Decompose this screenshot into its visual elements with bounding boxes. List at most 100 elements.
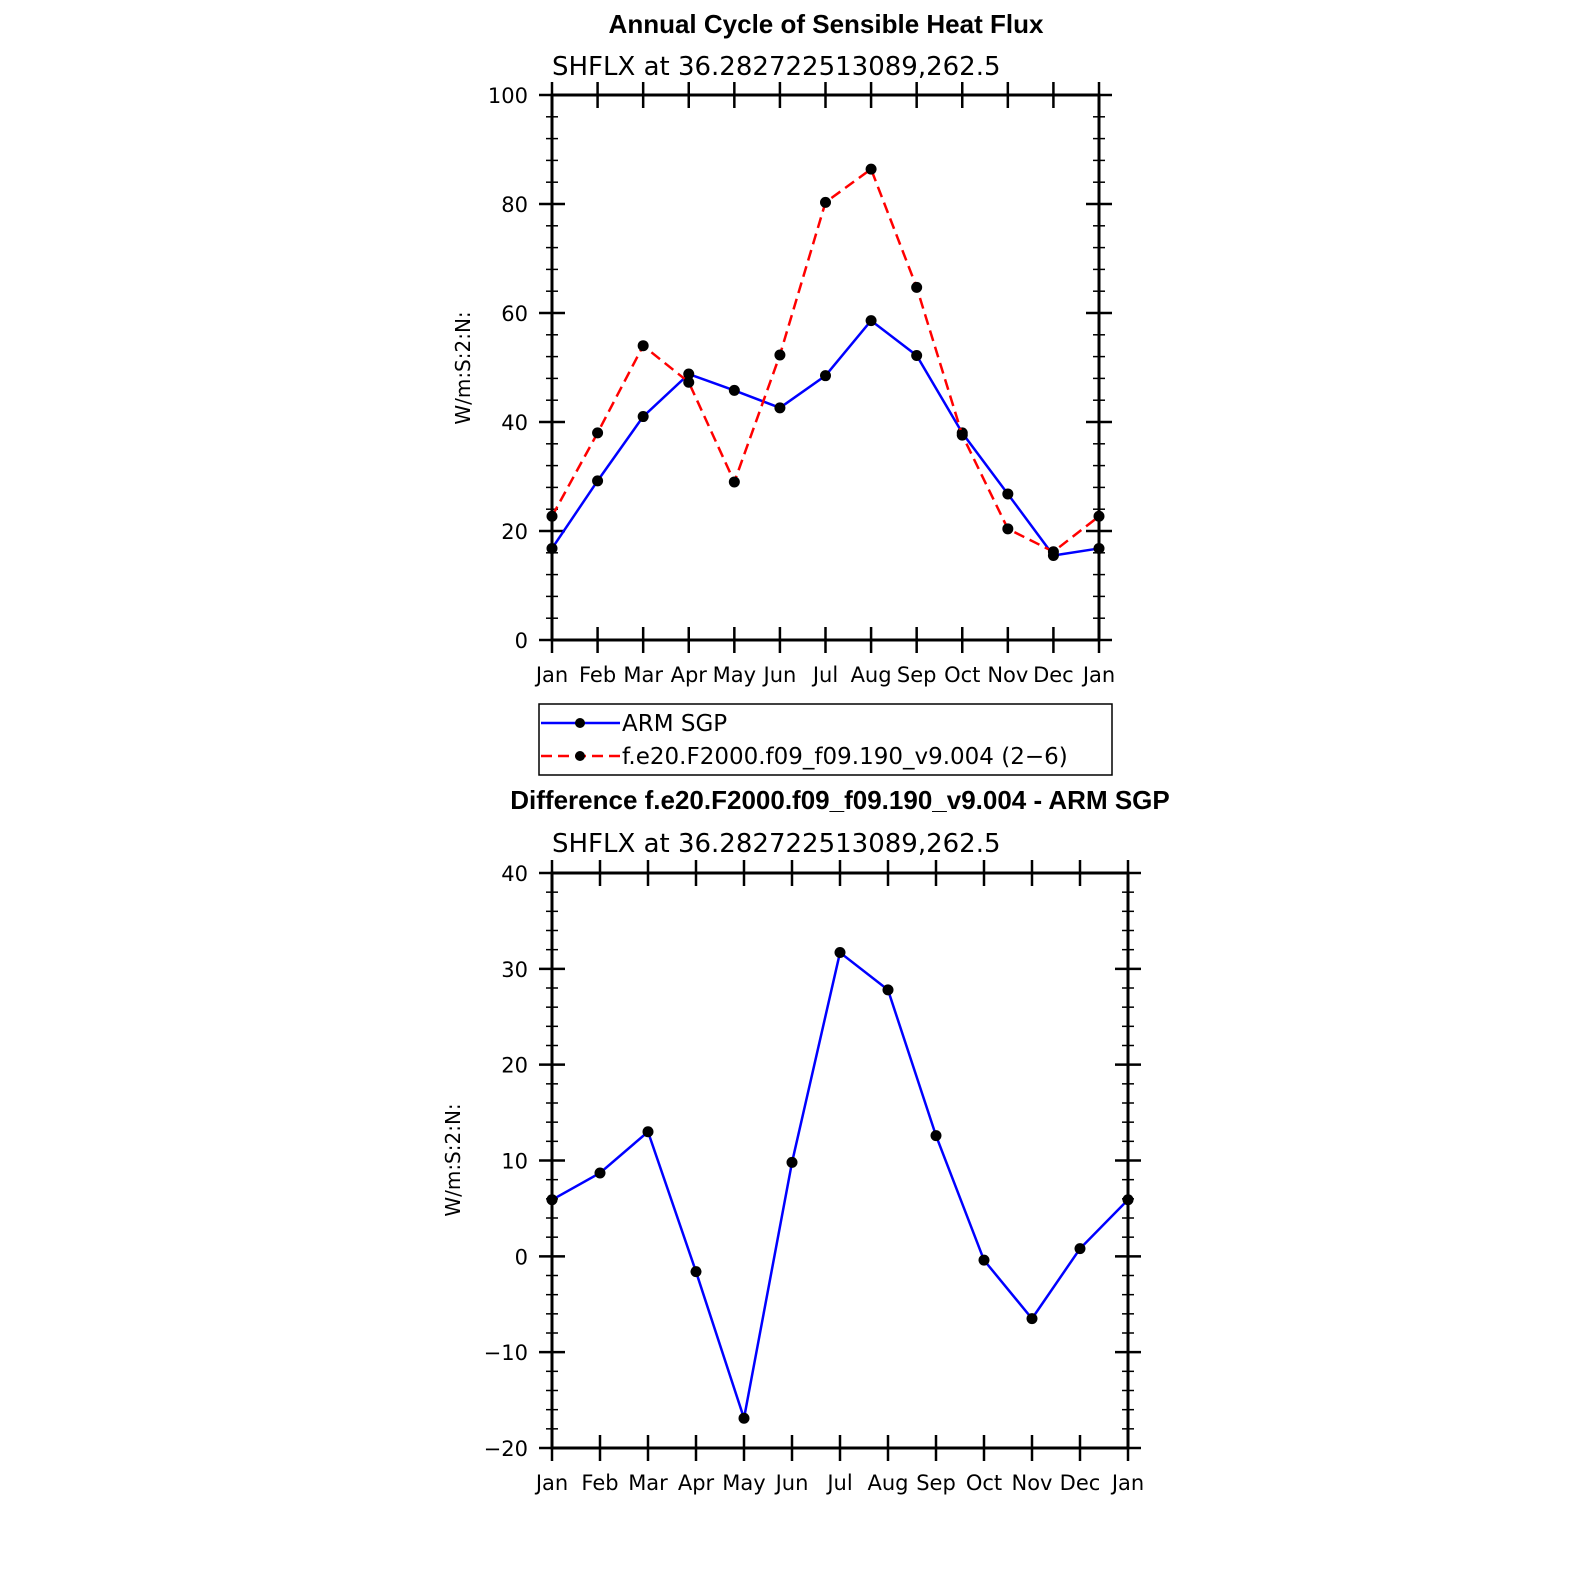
x-tick-label: Dec (1033, 663, 1074, 687)
y-tick-label: 10 (501, 1150, 528, 1174)
chart-top-axes: 0 20 40 60 80 100 Jan Feb Mar Apr May Jun Jul Aug Sep O… (488, 82, 1115, 687)
x-tick-label: Feb (581, 1471, 618, 1495)
data-point-s0-1 (594, 1167, 606, 1179)
data-point-s0-3 (683, 368, 695, 380)
chart-bottom-ylabel: W/m:S:2:N: (441, 1103, 465, 1216)
x-tick-label: Jul (811, 663, 838, 687)
data-point-s0-7 (882, 984, 894, 996)
data-point-s0-7 (865, 315, 877, 327)
chart-top-legend: ARM SGP f.e20.F2000.f09_f09.190_v9.004 (… (538, 703, 1113, 776)
chart-top: Annual Cycle of Sensible Heat Flux SHFLX… (451, 9, 1115, 776)
legend-box (538, 703, 1113, 776)
y-tick-label: 30 (501, 958, 528, 982)
data-point-s0-1 (592, 475, 604, 487)
y-tick-label: 40 (501, 862, 528, 886)
data-point-s0-4 (728, 384, 740, 396)
y-tick-label: 60 (501, 302, 528, 326)
chart-bottom-marks (546, 947, 1134, 1424)
y-tick-label: 20 (501, 520, 528, 544)
data-point-s1-1 (592, 427, 604, 439)
chart-top-subtitle: SHFLX at 36.282722513089,262.5 (552, 52, 1001, 82)
legend-label-arm: ARM SGP (622, 711, 727, 737)
data-point-s0-2 (637, 411, 649, 423)
chart-bottom-axes: −20 −10 0 10 20 30 40 Jan Feb Mar Apr May Jun Jul Aug S… (484, 860, 1144, 1495)
y-tick-label: 80 (501, 193, 528, 217)
plot-frame (550, 93, 1101, 642)
x-tick-label: Nov (987, 663, 1028, 687)
y-tick-label: 0 (515, 1245, 528, 1269)
x-tick-label: Jul (825, 1471, 852, 1495)
data-point-s0-5 (774, 402, 786, 414)
data-point-s0-3 (690, 1266, 702, 1278)
data-point-s1-5 (774, 349, 786, 361)
x-tick-label: Jan (1110, 1471, 1144, 1495)
data-point-s0-0 (546, 542, 558, 554)
chart-bottom-title: Difference f.e20.F2000.f09_f09.190_v9.00… (510, 785, 1170, 815)
series-line-0 (551, 950, 1129, 1419)
data-point-s1-0 (546, 510, 558, 522)
data-point-s1-7 (865, 163, 877, 175)
data-point-s1-2 (637, 340, 649, 352)
x-tick-label: Mar (623, 663, 663, 687)
data-point-s1-10 (1002, 523, 1014, 535)
x-tick-label: Jan (534, 1471, 568, 1495)
data-point-s1-6 (820, 196, 831, 208)
x-tick-label: Jan (534, 663, 568, 687)
y-tick-label: −10 (484, 1341, 528, 1365)
data-point-s1-8 (911, 281, 923, 293)
legend-marker-model (575, 751, 585, 761)
chart-top-marks (546, 163, 1105, 562)
x-tick-label: Aug (867, 1471, 908, 1495)
data-point-s1-12 (1093, 510, 1105, 522)
x-tick-label: Apr (678, 1471, 715, 1495)
x-tick-label: Oct (966, 1471, 1002, 1495)
series-line-1 (550, 167, 1100, 554)
data-point-s0-4 (738, 1412, 750, 1424)
x-tick-label: Aug (851, 663, 892, 687)
y-tick-label: 100 (488, 84, 528, 108)
x-tick-label: Nov (1012, 1471, 1053, 1495)
x-tick-label: May (713, 663, 756, 687)
data-point-s1-3 (683, 376, 695, 388)
legend-marker-arm (575, 718, 585, 728)
x-tick-label: Sep (916, 1471, 956, 1495)
x-tick-label: Apr (671, 663, 708, 687)
data-point-s0-10 (1002, 488, 1014, 500)
x-tick-label: Jun (762, 663, 797, 687)
data-point-s1-11 (1047, 546, 1059, 558)
series-line-0 (550, 318, 1100, 557)
y-tick-label: 40 (501, 411, 528, 435)
x-tick-label: Jun (774, 1471, 809, 1495)
data-point-s0-8 (911, 350, 923, 362)
legend-label-model: f.e20.F2000.f09_f09.190_v9.004 (2−6) (622, 744, 1068, 770)
data-point-s0-5 (786, 1156, 798, 1168)
y-tick-label: −20 (484, 1437, 528, 1461)
x-tick-label: Oct (944, 663, 980, 687)
data-point-s0-11 (1074, 1243, 1086, 1255)
x-tick-label: May (722, 1471, 765, 1495)
data-point-s1-9 (956, 429, 968, 441)
y-tick-label: 0 (515, 629, 528, 653)
chart-bottom-subtitle: SHFLX at 36.282722513089,262.5 (552, 829, 1001, 859)
data-point-s0-12 (1122, 1194, 1134, 1206)
data-point-s0-8 (930, 1130, 942, 1142)
chart-bottom: Difference f.e20.F2000.f09_f09.190_v9.00… (441, 785, 1170, 1495)
data-point-s0-0 (546, 1194, 558, 1206)
x-tick-label: Jan (1081, 663, 1115, 687)
x-tick-label: Sep (897, 663, 937, 687)
y-tick-label: 20 (501, 1054, 528, 1078)
data-point-s0-6 (820, 370, 831, 382)
data-point-s0-10 (1026, 1313, 1038, 1325)
x-tick-label: Mar (628, 1471, 668, 1495)
data-point-s1-4 (728, 476, 740, 488)
data-point-s0-6 (834, 947, 846, 959)
chart-top-ylabel: W/m:S:2:N: (451, 311, 475, 424)
x-tick-label: Feb (579, 663, 616, 687)
data-point-s0-9 (978, 1254, 990, 1266)
plot-frame (550, 871, 1130, 1450)
chart-top-title: Annual Cycle of Sensible Heat Flux (609, 9, 1044, 39)
data-point-s0-12 (1093, 542, 1105, 554)
data-point-s0-2 (642, 1126, 654, 1138)
x-tick-label: Dec (1060, 1471, 1101, 1495)
